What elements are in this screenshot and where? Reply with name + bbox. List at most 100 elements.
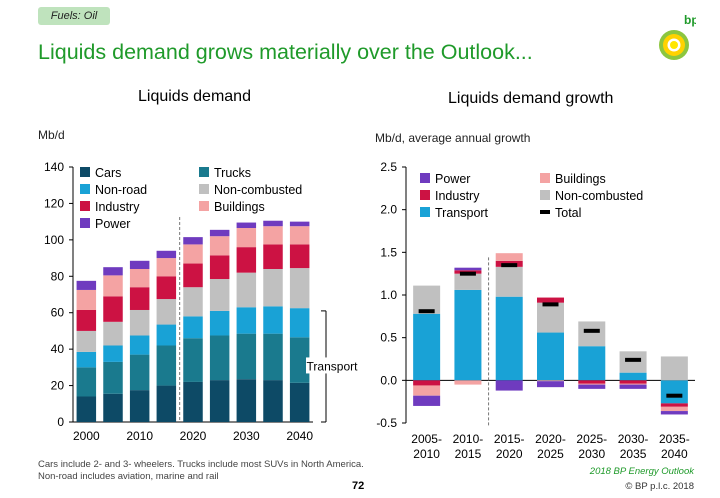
x-tick-label-line2: 2020 xyxy=(496,447,523,461)
x-tick-label-line1: 2025- xyxy=(576,432,607,446)
bar-segment-cars-2035 xyxy=(263,380,283,422)
bar-segment-transport-0 xyxy=(413,313,441,381)
bar-segment-buildings-3 xyxy=(537,380,564,382)
bar-segment-power-2 xyxy=(495,380,523,391)
bar-segment-power-0 xyxy=(413,395,441,406)
bar-segment-power-2040 xyxy=(289,221,310,227)
legend-label-cars: Cars xyxy=(95,166,121,180)
bar-segment-non-combusted-2005 xyxy=(103,321,123,346)
bar-segment-buildings-2010 xyxy=(129,269,150,288)
bar-segment-buildings-2025 xyxy=(209,236,230,256)
bar-segment-industry-0 xyxy=(413,380,441,386)
bar-segment-non-combusted-2000 xyxy=(76,330,97,352)
y-tick-label: 120 xyxy=(44,196,64,210)
legend-swatch-non-combusted xyxy=(540,190,550,200)
bar-segment-trucks-2015 xyxy=(156,345,177,386)
bar-segment-cars-2005 xyxy=(103,393,123,422)
x-tick-label-line1: 2010- xyxy=(453,432,484,446)
bar-segment-buildings-2005 xyxy=(103,275,123,297)
bar-segment-buildings-2035 xyxy=(263,226,283,245)
legend-swatch-transport xyxy=(420,207,430,217)
bar-segment-buildings-1 xyxy=(454,380,482,385)
legend-swatch-cars xyxy=(80,167,90,177)
bar-segment-cars-2015 xyxy=(156,385,177,422)
bar-segment-cars-2040 xyxy=(289,382,310,422)
bar-segment-buildings-0 xyxy=(413,385,441,396)
y-tick-label: -0.5 xyxy=(376,416,397,430)
legend-swatch-total xyxy=(540,210,550,214)
bar-segment-industry-3 xyxy=(537,297,564,303)
transport-label-bg xyxy=(306,357,360,374)
y-tick-label: 0 xyxy=(57,415,64,429)
bar-segment-industry-2025 xyxy=(209,255,230,280)
legend-label-buildings: Buildings xyxy=(555,172,606,186)
legend-label-industry: Industry xyxy=(95,200,140,214)
bar-segment-non-road-2000 xyxy=(76,351,97,368)
total-marker xyxy=(625,357,642,362)
bar-segment-non-road-2035 xyxy=(263,306,283,334)
bar-segment-power-1 xyxy=(454,267,482,271)
bar-segment-transport-3 xyxy=(537,332,564,381)
legend-swatch-buildings xyxy=(199,201,209,211)
bar-segment-non-combusted-3 xyxy=(537,302,564,333)
total-marker xyxy=(501,263,518,268)
total-marker xyxy=(666,393,683,398)
legend-label-non-combusted: Non-combusted xyxy=(214,183,302,197)
legend-swatch-industry xyxy=(80,201,90,211)
x-tick-label-line1: 2035- xyxy=(659,432,690,446)
bar-segment-non-combusted-2 xyxy=(495,266,523,297)
bar-segment-industry-2020 xyxy=(183,263,203,288)
legend-label-power: Power xyxy=(435,172,470,186)
bar-segment-non-road-2005 xyxy=(103,345,123,362)
footnote: Cars include 2- and 3- wheelers. Trucks … xyxy=(38,459,364,483)
bar-segment-power-2015 xyxy=(156,250,177,259)
bar-segment-buildings-2 xyxy=(495,253,523,261)
bar-segment-power-3 xyxy=(537,381,564,388)
bar-segment-trucks-2005 xyxy=(103,361,123,394)
bar-segment-non-combusted-2020 xyxy=(183,287,203,317)
x-tick-label: 2040 xyxy=(286,429,313,443)
bar-segment-non-road-2030 xyxy=(236,307,257,334)
bar-segment-industry-2030 xyxy=(236,247,257,273)
copyright: © BP p.l.c. 2018 xyxy=(625,481,694,492)
bar-segment-power-2005 xyxy=(103,267,123,276)
bar-segment-power-6 xyxy=(660,411,688,415)
page-headline: Liquids demand grows materially over the… xyxy=(38,40,533,64)
bar-segment-non-combusted-2025 xyxy=(209,279,230,311)
y-tick-label: 2.5 xyxy=(380,160,397,174)
footnote-line-1: Cars include 2- and 3- wheelers. Trucks … xyxy=(38,459,364,470)
bar-segment-transport-4 xyxy=(578,346,606,381)
bar-segment-industry-2005 xyxy=(103,296,123,322)
bar-segment-buildings-6 xyxy=(660,406,688,412)
x-tick-label-line1: 2020- xyxy=(535,432,566,446)
bar-segment-cars-2025 xyxy=(209,380,230,422)
bar-segment-transport-1 xyxy=(454,289,482,381)
bar-segment-trucks-2000 xyxy=(76,367,97,397)
transport-label: Transport xyxy=(307,359,359,373)
x-tick-label-line1: 2015- xyxy=(494,432,525,446)
x-tick-label-line2: 2025 xyxy=(537,447,564,461)
bar-segment-power-2035 xyxy=(263,220,283,227)
bar-segment-trucks-2025 xyxy=(209,335,230,381)
legend-label-buildings: Buildings xyxy=(214,200,265,214)
legend-swatch-industry xyxy=(420,190,430,200)
total-marker xyxy=(459,271,476,276)
total-marker xyxy=(418,309,435,314)
x-tick-label-line2: 2015 xyxy=(455,447,482,461)
bar-segment-industry-2015 xyxy=(156,276,177,300)
left-chart-y-label: Mb/d xyxy=(38,128,65,142)
bar-segment-trucks-2030 xyxy=(236,333,257,380)
bar-segment-buildings-2030 xyxy=(236,228,257,248)
legend-label-trucks: Trucks xyxy=(214,166,251,180)
liquids-demand-growth-chart: -0.50.00.51.01.52.02.52005-20102010-2015… xyxy=(376,160,695,461)
y-tick-label: 1.5 xyxy=(380,245,397,259)
bar-segment-power-2025 xyxy=(209,229,230,237)
bp-logo-text: bp xyxy=(684,13,696,27)
x-tick-label-line1: 2030- xyxy=(618,432,649,446)
legend-swatch-non-combusted xyxy=(199,184,209,194)
y-tick-label: 100 xyxy=(44,233,64,247)
y-tick-label: 20 xyxy=(51,379,65,393)
legend-swatch-buildings xyxy=(540,173,550,183)
bar-segment-cars-2000 xyxy=(76,396,97,422)
bar-segment-non-road-2010 xyxy=(129,335,150,355)
